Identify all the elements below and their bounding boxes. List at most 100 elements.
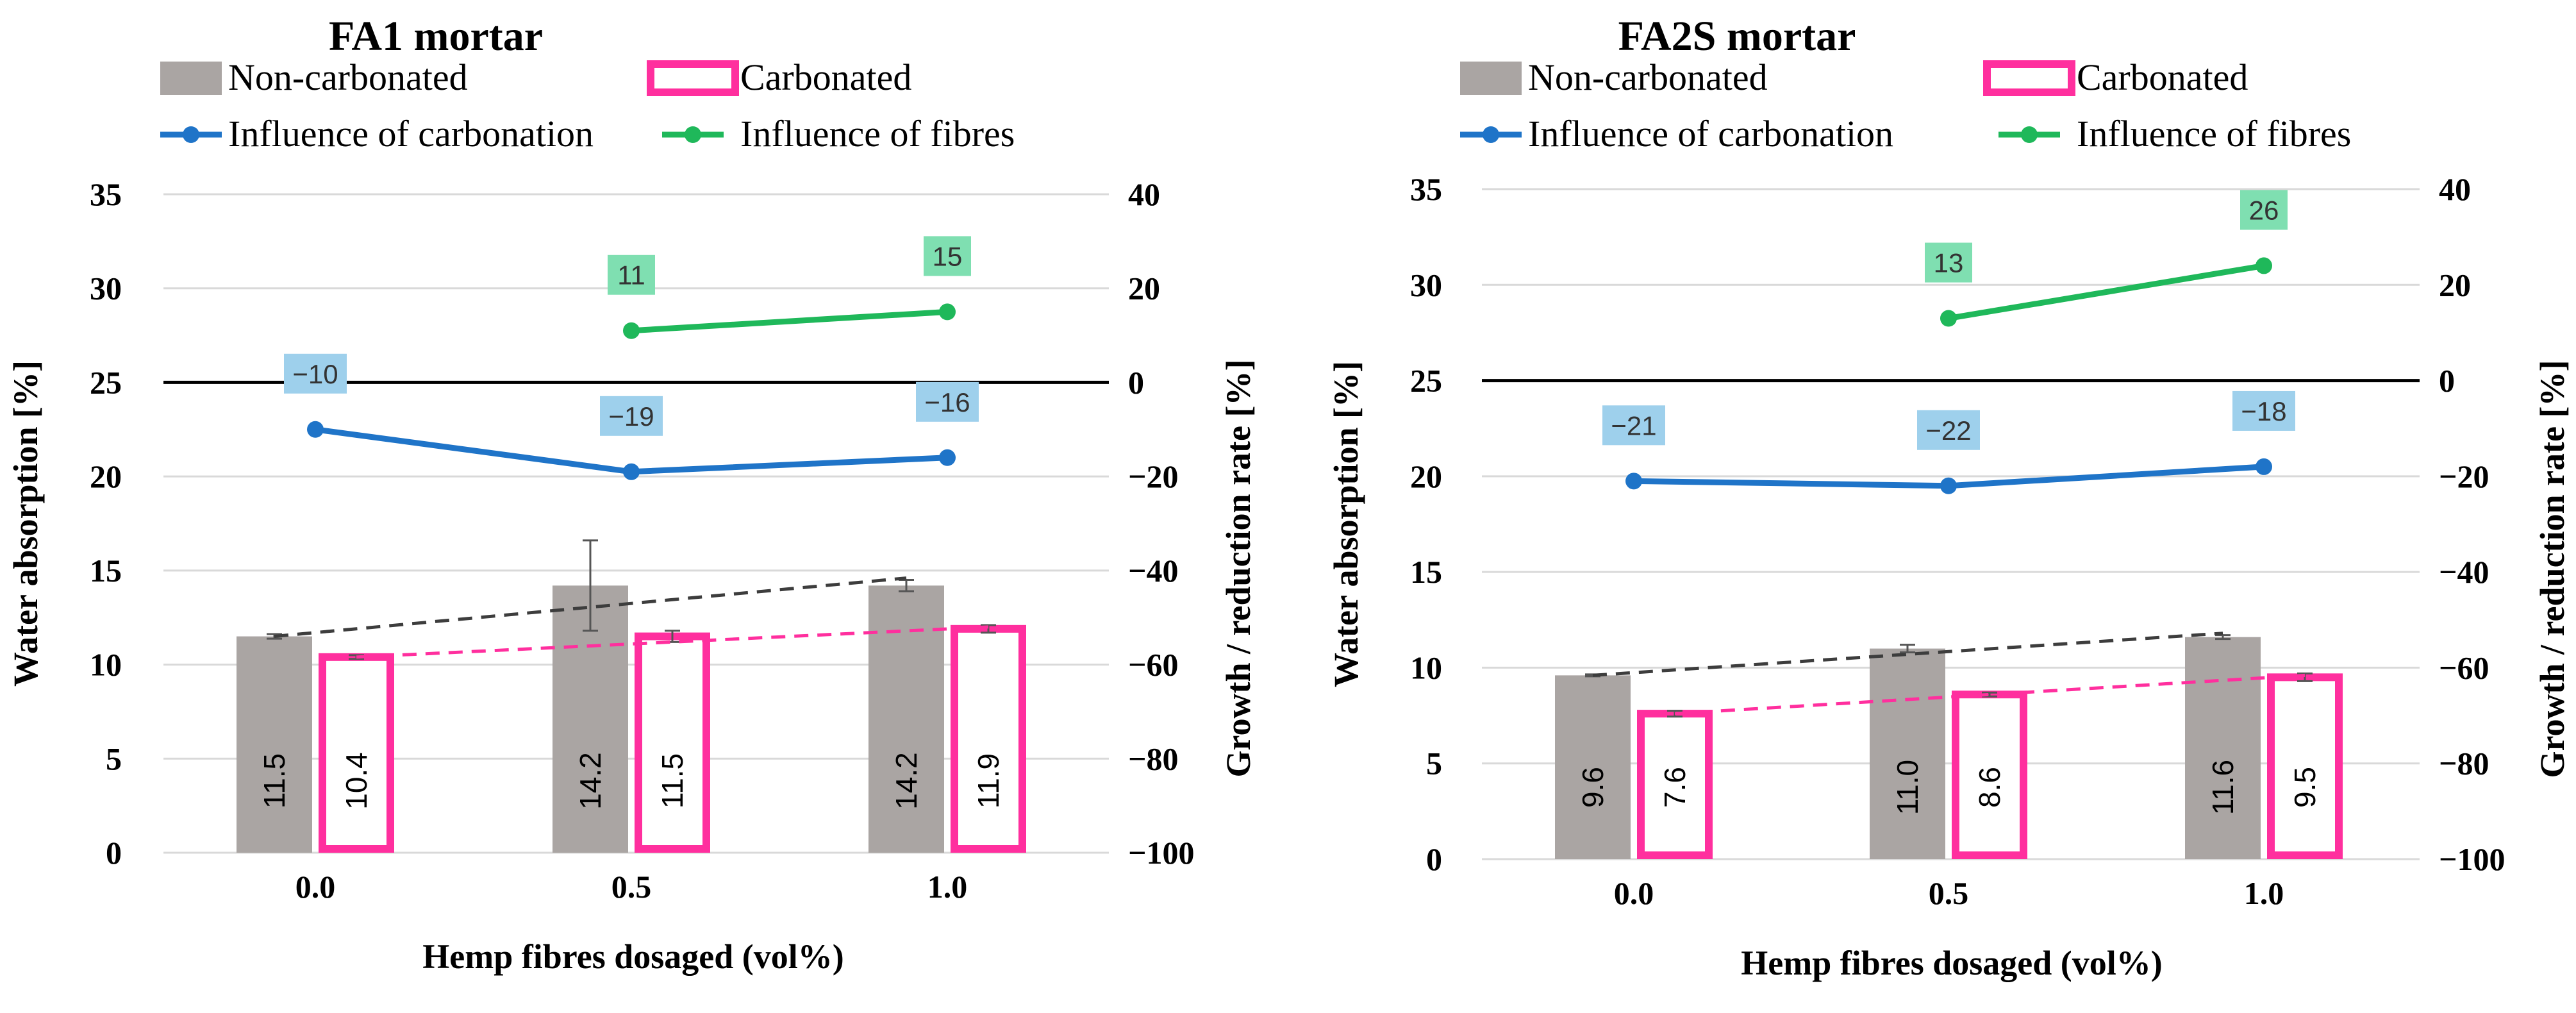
x-tick-label: 1.0 xyxy=(2244,875,2284,911)
error-bar-non-carbonated xyxy=(1900,644,1915,654)
y2-tick-label: 40 xyxy=(1128,176,1160,212)
legend-label-non-carbonated: Non-carbonated xyxy=(1528,56,1768,98)
bar-label-non-carbonated: 11.5 xyxy=(258,753,291,808)
chart-title: FA1 mortar xyxy=(329,13,543,60)
trendline-non-carbonated xyxy=(1592,632,2223,677)
chart-title: FA2S mortar xyxy=(1618,13,1856,60)
line-influence-fibres xyxy=(631,308,948,334)
y-tick-label: 20 xyxy=(1410,458,1442,494)
trendline-non-carbonated xyxy=(274,576,907,639)
bar-label-carbonated: 10.4 xyxy=(340,752,373,810)
legend-label-influence-fibres: Influence of fibres xyxy=(2077,113,2351,155)
point-label-box-influence-fibres xyxy=(608,255,655,295)
y2-tick-label: −100 xyxy=(1128,835,1195,871)
point-label-box-influence-fibres xyxy=(2240,190,2288,230)
point-label-box-influence-carbonation xyxy=(600,396,663,436)
bar-label-carbonated: 7.6 xyxy=(1658,767,1691,808)
x-tick-label: 1.0 xyxy=(927,869,968,905)
y2-tick-label: −60 xyxy=(1128,647,1179,683)
error-bar-carbonated xyxy=(981,624,996,634)
x-axis-label: Hemp fibres dosaged (vol%) xyxy=(1741,944,2163,982)
legend-marker-influence-carbonation xyxy=(1483,126,1499,143)
point-label-influence-carbonation: −19 xyxy=(608,401,654,431)
point-influence-carbonation xyxy=(1625,473,1642,490)
y2-tick-label: 0 xyxy=(2439,363,2455,399)
point-label-influence-fibres: 15 xyxy=(933,241,963,271)
y2-tick-label: 20 xyxy=(2439,267,2471,303)
y-tick-label: 30 xyxy=(1410,267,1442,303)
point-label-box-influence-carbonation xyxy=(1917,410,1980,450)
y2-tick-label: −40 xyxy=(1128,553,1179,589)
legend-swatch-carbonated xyxy=(1983,60,2075,96)
point-label-box-influence-carbonation xyxy=(1602,405,1665,446)
y-tick-label: 5 xyxy=(106,741,122,776)
point-label-influence-carbonation: −10 xyxy=(292,359,338,389)
y-tick-label: 35 xyxy=(90,176,122,212)
legend-marker-influence-fibres xyxy=(685,126,701,143)
point-influence-fibres xyxy=(1940,310,1957,327)
bar-non-carbonated xyxy=(1555,675,1631,859)
x-axis-label: Hemp fibres dosaged (vol%) xyxy=(422,937,844,976)
y-tick-label: 20 xyxy=(90,458,122,494)
y2-tick-label: −80 xyxy=(2439,746,2489,782)
legend: Non-carbonated Carbonated Influence of car… xyxy=(1460,56,2351,155)
trendline-carbonated xyxy=(1674,673,2306,716)
x-tick-label: 0.0 xyxy=(1614,875,1654,911)
point-label-influence-carbonation: −22 xyxy=(1925,415,1971,446)
y2-tick-label: −20 xyxy=(2439,458,2489,494)
y-axis-label: Water absorption [%] xyxy=(6,360,45,687)
y2-tick-label: −100 xyxy=(2439,841,2505,877)
bar-non-carbonated xyxy=(868,585,944,853)
point-influence-fibres xyxy=(2256,257,2272,274)
bar-label-carbonated: 8.6 xyxy=(1973,767,2006,808)
x-tick-label: 0.5 xyxy=(611,869,652,905)
x-tick-label: 0.0 xyxy=(295,869,336,905)
y-axis-label: Water absorption [%] xyxy=(1327,361,1365,687)
legend: Non-carbonated Carbonated Influence of car… xyxy=(160,56,1015,155)
point-label-box-influence-fibres xyxy=(1925,242,1972,283)
y-tick-label: 0 xyxy=(106,835,122,871)
legend-label-non-carbonated: Non-carbonated xyxy=(228,56,468,98)
y2-tick-label: −60 xyxy=(2439,649,2489,685)
x-tick-label: 0.5 xyxy=(1929,875,1969,911)
point-influence-carbonation xyxy=(307,421,324,438)
point-label-influence-fibres: 13 xyxy=(1934,248,1964,278)
y-tick-label: 5 xyxy=(1426,746,1442,782)
y-tick-label: 30 xyxy=(90,271,122,306)
legend-label-influence-carbonation: Influence of carbonation xyxy=(1528,113,1893,155)
bar-non-carbonated xyxy=(2185,637,2261,859)
point-label-influence-fibres: 26 xyxy=(2249,195,2279,225)
point-label-influence-carbonation: −16 xyxy=(924,387,970,417)
y-tick-label: 25 xyxy=(90,364,122,400)
bar-carbonated xyxy=(2267,673,2343,860)
y2-tick-label: 40 xyxy=(2439,171,2471,207)
bar-label-carbonated: 11.9 xyxy=(972,753,1005,808)
y-tick-label: 35 xyxy=(1410,171,1442,207)
legend-marker-influence-carbonation xyxy=(183,126,199,143)
legend-swatch-non-carbonated xyxy=(1460,62,1522,95)
bar-label-non-carbonated: 11.6 xyxy=(2206,760,2239,815)
y2-tick-label: −20 xyxy=(1128,458,1179,494)
bar-label-non-carbonated: 14.2 xyxy=(890,752,923,810)
legend-swatch-carbonated xyxy=(647,60,739,96)
y-tick-label: 15 xyxy=(1410,554,1442,590)
bar-non-carbonated xyxy=(237,636,312,853)
error-bar-carbonated xyxy=(2297,672,2313,682)
line-influence-fibres xyxy=(1948,262,2264,321)
legend-label-influence-fibres: Influence of fibres xyxy=(740,113,1015,155)
y2-tick-label: −80 xyxy=(1128,741,1179,776)
point-influence-carbonation xyxy=(939,449,956,466)
y-tick-label: 25 xyxy=(1410,363,1442,399)
y2-axis-label: Growth / reduction rate [%] xyxy=(2533,360,2572,778)
point-label-box-influence-carbonation xyxy=(284,353,347,394)
y2-tick-label: −40 xyxy=(2439,554,2489,590)
bar-label-non-carbonated: 9.6 xyxy=(1576,767,1609,808)
trendline-carbonated xyxy=(356,625,989,659)
legend-swatch-non-carbonated xyxy=(160,62,222,95)
point-label-box-influence-fibres xyxy=(924,236,971,276)
point-label-influence-fibres: 11 xyxy=(617,260,645,290)
y2-tick-label: 20 xyxy=(1128,271,1160,306)
y-tick-label: 10 xyxy=(1410,649,1442,685)
